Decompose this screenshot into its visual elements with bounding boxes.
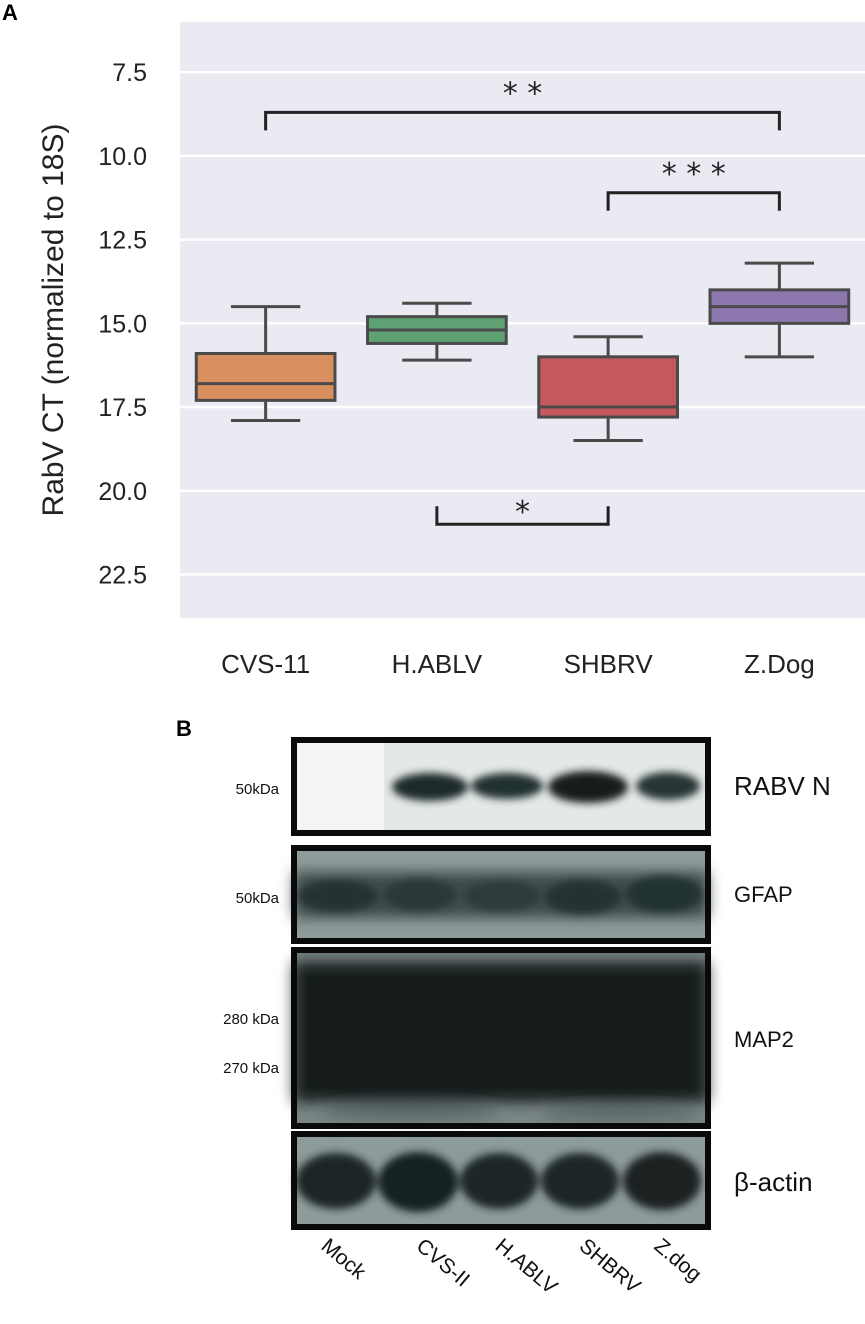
y-tick-label: 22.5: [98, 561, 147, 589]
lane-label: Mock: [317, 1234, 371, 1284]
western-blot: 50kDa 50kDa 280 kDa 270 kDa RABV N GFAP …: [223, 737, 831, 1299]
row-label-gfap: GFAP: [734, 882, 793, 907]
row-label-map2: MAP2: [734, 1027, 794, 1052]
band: [392, 773, 468, 801]
blot-row-rabv-n: [291, 737, 711, 836]
lane-labels: Mock CVS-II H.ABLV SHBRV Z.dog: [317, 1234, 706, 1299]
boxplot-chart: 7.5 10.0 12.5 15.0 17.5 20.0 22.5 * * * * * * CV…: [37, 22, 865, 679]
band: [464, 881, 540, 911]
box-h-ablv: [366, 301, 508, 362]
category-labels: CVS-11 H.ABLV SHBRV Z.Dog: [221, 649, 815, 679]
band: [460, 1153, 538, 1209]
significance-bracket: [435, 506, 610, 526]
band: [548, 771, 628, 803]
marker-label: 50kDa: [236, 890, 280, 907]
y-tick-label: 17.5: [98, 394, 147, 422]
band: [378, 1152, 458, 1212]
band: [626, 876, 702, 912]
y-tick-label: 12.5: [98, 227, 147, 255]
band: [471, 773, 543, 799]
marker-label: 50kDa: [236, 781, 280, 798]
panel-label-a: A: [2, 0, 18, 25]
lane-label: Z.dog: [650, 1234, 706, 1286]
significance-bracket: [606, 191, 781, 211]
band: [541, 1153, 619, 1209]
band: [623, 1152, 701, 1210]
y-tick-labels: 7.5 10.0 12.5 15.0 17.5 20.0 22.5: [98, 59, 147, 589]
category-label: SHBRV: [564, 649, 654, 679]
box-iqr: [194, 351, 337, 402]
lane-label: CVS-II: [412, 1234, 474, 1291]
band: [636, 772, 700, 800]
gridlines: [180, 70, 865, 576]
box-cvs-11: [194, 305, 337, 422]
lane-label: H.ABLV: [491, 1234, 562, 1299]
band: [384, 879, 456, 911]
panel-label-b: B: [176, 716, 192, 741]
blot-row-beta-actin: [291, 1131, 711, 1230]
y-tick-label: 10.0: [98, 143, 147, 171]
significance-bracket: [264, 110, 781, 131]
marker-label: 280 kDa: [223, 1011, 280, 1028]
category-label: CVS-11: [221, 649, 310, 679]
significance-stars: * * *: [662, 157, 726, 192]
lane-label: SHBRV: [575, 1234, 645, 1298]
blot-row-map2: [291, 947, 711, 1129]
box-z-dog: [708, 261, 851, 359]
band: [545, 880, 621, 914]
band: [298, 880, 378, 912]
row-label-rabv-n: RABV N: [734, 771, 831, 801]
y-tick-label: 20.0: [98, 478, 147, 506]
significance-brackets: * * * * * *: [264, 76, 781, 530]
y-tick-label: 15.0: [98, 310, 147, 338]
category-label: Z.Dog: [744, 649, 815, 679]
y-axis-title: RabV CT (normalized to 18S): [37, 124, 70, 517]
marker-label: 270 kDa: [223, 1060, 280, 1077]
box-shbrv: [537, 335, 679, 443]
y-tick-label: 7.5: [112, 59, 147, 87]
row-label-beta-actin: β-actin: [734, 1167, 813, 1197]
blot-row-gfap: [291, 845, 711, 944]
category-label: H.ABLV: [392, 649, 483, 679]
band: [296, 1153, 376, 1209]
boxes: [194, 261, 851, 443]
significance-stars: *: [515, 495, 530, 530]
significance-stars: * *: [503, 76, 543, 111]
